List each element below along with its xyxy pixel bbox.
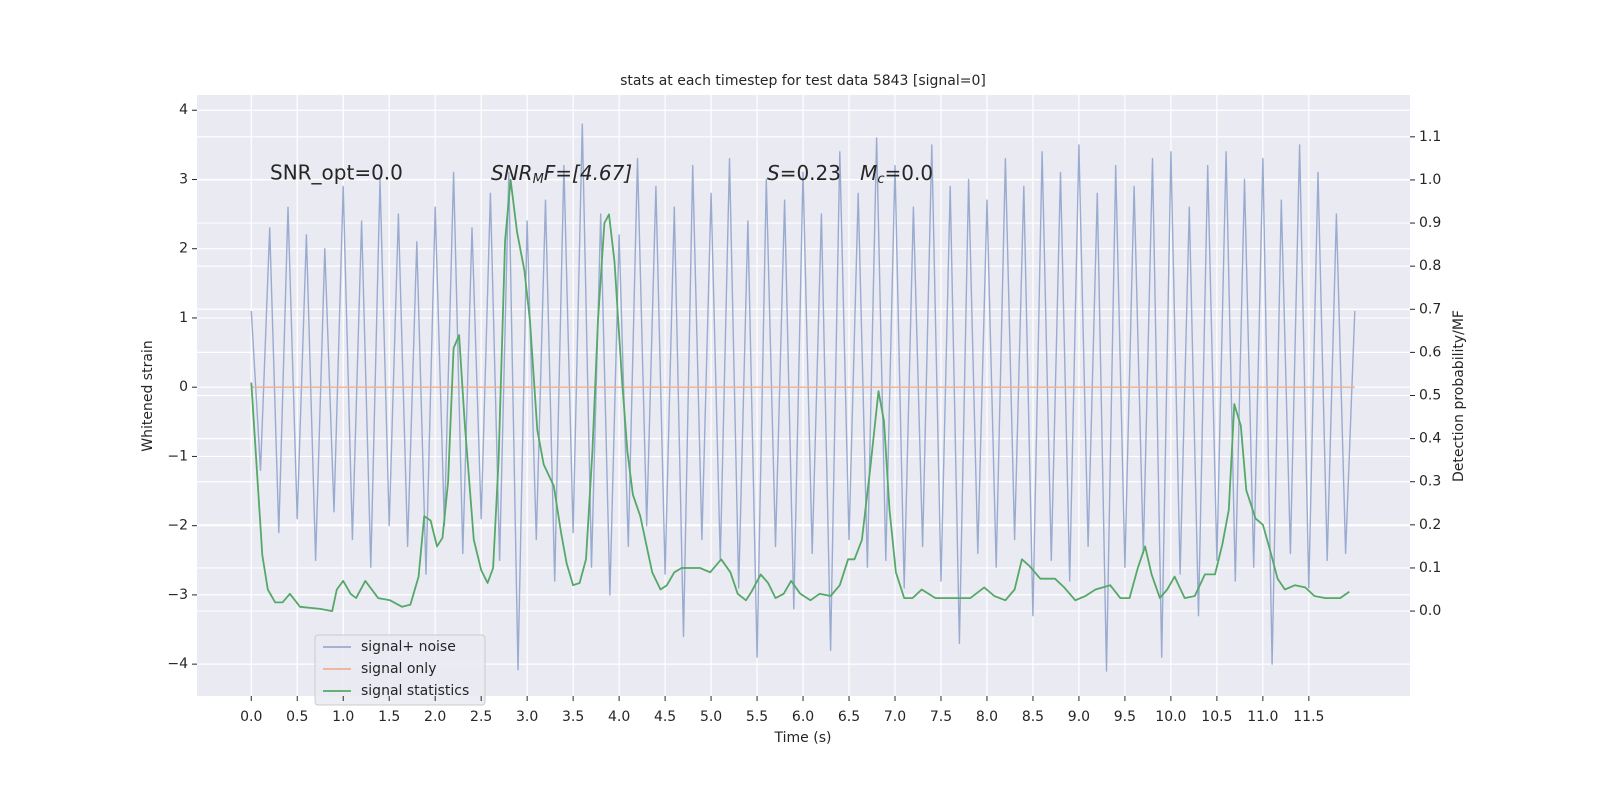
- annotation-part: F=[4.67]: [544, 161, 632, 185]
- y2-tick-label: 0.5: [1419, 388, 1441, 404]
- annotation-part: M: [860, 161, 877, 185]
- x-tick-label: 10.0: [1155, 709, 1186, 725]
- y2-tick-label: 0.9: [1419, 215, 1441, 231]
- y2-axis-label: Detection probability/MF: [1451, 310, 1467, 482]
- y-axis-label: Whitened strain: [140, 340, 156, 451]
- y-tick-label: −2: [167, 518, 188, 534]
- annotation: SNRMF=[4.67]: [491, 161, 632, 187]
- x-tick-label: 10.5: [1201, 709, 1232, 725]
- y-tick-label: 1: [179, 310, 188, 326]
- legend-label: signal+ noise: [361, 639, 456, 655]
- x-tick-label: 0.0: [240, 709, 262, 725]
- y2-tick-label: 1.0: [1419, 172, 1441, 188]
- chart-title: stats at each timestep for test data 584…: [620, 73, 986, 89]
- x-tick-label: 4.0: [608, 709, 630, 725]
- annotation-part: c: [877, 172, 884, 187]
- y2-tick-label: 0.6: [1419, 344, 1441, 360]
- annotation-part: M: [533, 172, 544, 187]
- x-tick-label: 8.0: [976, 709, 998, 725]
- series-line: [250, 179, 1350, 612]
- annotation-part: =0.0: [885, 161, 934, 185]
- x-tick-label: 1.0: [332, 709, 354, 725]
- x-tick-label: 1.5: [378, 709, 400, 725]
- series-line: [250, 123, 1356, 672]
- x-tick-label: 3.0: [516, 709, 538, 725]
- y-tick-label: 3: [179, 171, 188, 187]
- y-tick-label: 2: [179, 241, 188, 257]
- y2-tick-label: 0.4: [1419, 431, 1441, 447]
- annotation-part: SNR: [491, 161, 533, 185]
- y-tick-label: 4: [179, 102, 188, 118]
- x-tick-label: 9.0: [1068, 709, 1090, 725]
- y2-tick-label: 1.1: [1419, 129, 1441, 145]
- annotation-part: =0.23: [780, 161, 860, 185]
- x-tick-label: 11.0: [1247, 709, 1278, 725]
- x-tick-label: 0.5: [286, 709, 308, 725]
- y2-tick-label: 0.2: [1419, 517, 1441, 533]
- annotation-part: S: [767, 161, 780, 185]
- x-axis-label: Time (s): [774, 730, 832, 746]
- y2-tick-label: 0.0: [1419, 603, 1441, 619]
- x-tick-label: 3.5: [562, 709, 584, 725]
- x-tick-label: 9.5: [1114, 709, 1136, 725]
- annotation: S=0.23 Mc=0.0: [767, 161, 933, 187]
- x-tick-label: 7.5: [930, 709, 952, 725]
- x-tick-label: 4.5: [654, 709, 676, 725]
- y2-tick-label: 0.3: [1419, 474, 1441, 490]
- x-tick-label: 7.0: [884, 709, 906, 725]
- legend: signal+ noise signal only signal statistic…: [314, 634, 486, 706]
- annotation: SNR_opt=0.0: [270, 161, 403, 185]
- series: [250, 123, 1356, 672]
- y-tick-label: −1: [167, 448, 188, 464]
- x-tick-label: 5.5: [746, 709, 768, 725]
- x-tick-label: 5.0: [700, 709, 722, 725]
- x-tick-label: 2.5: [470, 709, 492, 725]
- x-tick-label: 6.0: [792, 709, 814, 725]
- y-tick-label: −3: [167, 587, 188, 603]
- y-tick-label: −4: [167, 656, 188, 672]
- y2-tick-label: 0.1: [1419, 560, 1441, 576]
- legend-box: [314, 634, 486, 706]
- legend-label: signal statistics: [361, 683, 469, 699]
- x-tick-label: 2.0: [424, 709, 446, 725]
- legend-label: signal only: [361, 661, 436, 677]
- y2-tick-label: 0.7: [1419, 301, 1441, 317]
- x-tick-label: 6.5: [838, 709, 860, 725]
- x-tick-label: 11.5: [1293, 709, 1324, 725]
- x-tick-label: 8.5: [1022, 709, 1044, 725]
- y-tick-label: 0: [179, 379, 188, 395]
- y2-tick-label: 0.8: [1419, 258, 1441, 274]
